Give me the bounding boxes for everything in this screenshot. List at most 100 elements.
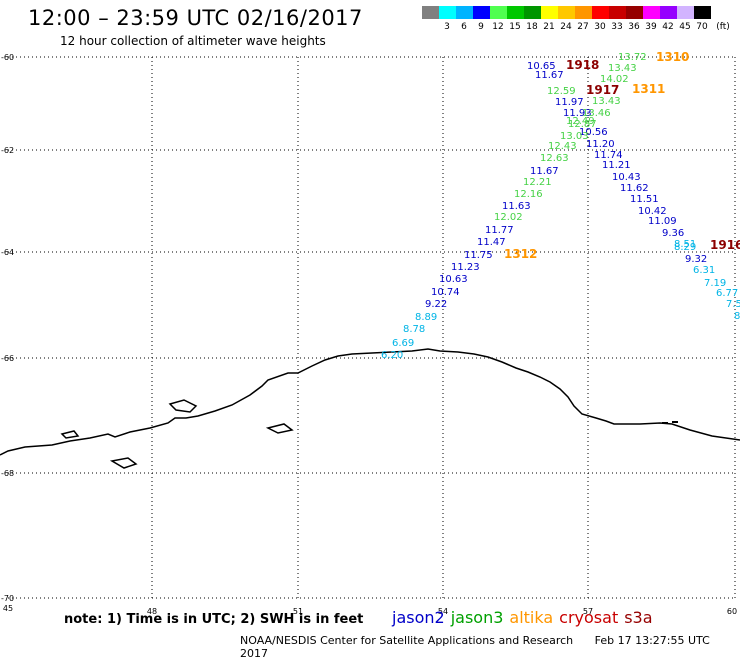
scale-label: 9 [478,22,484,32]
wave-height-label: 6.31 [693,265,715,276]
lat-label: -66 [1,354,14,363]
wave-height-label: 12.63 [540,153,569,164]
scale-swatch [677,6,694,19]
scale-label: (ft) [716,22,730,32]
coastline-island [168,399,198,413]
scale-label: 45 [679,22,691,32]
map-title: 12:00 – 23:59 UTC 02/16/2017 [28,6,363,30]
legend-jason3: jason3 [450,608,504,627]
scale-swatch [626,6,643,19]
scale-label: 36 [628,22,640,32]
coastline-island [109,457,138,469]
legend-cryosat: cryosat [559,608,619,627]
lat-label: -70 [1,594,14,603]
altimeter-tracks: 10.6511.6711.9711.9310.5611.2011.7411.21… [381,50,740,361]
scale-label: 42 [662,22,674,32]
scale-label: 21 [543,22,555,32]
scale-swatch [524,6,541,19]
lon-label: 51 [293,607,303,616]
wave-height-label: 11.67 [530,166,559,177]
wave-height-label: 13.46 [582,108,611,119]
scale-label: 39 [645,22,657,32]
scale-label: 70 [696,22,708,32]
wave-height-label: 11.23 [451,262,480,273]
scale-swatch [575,6,592,19]
wave-height-label: 11.97 [555,97,584,108]
coastline-island [60,430,80,439]
wave-height-label: 9.36 [662,228,684,239]
pass-id-label: 1310 [656,50,689,64]
scale-swatch [541,6,558,19]
wave-height-label: 11.51 [630,194,659,205]
wave-height-label: 11.20 [586,139,615,150]
wave-height-label: 12.02 [494,212,523,223]
wave-height-label: 8 [734,311,740,322]
lat-lon-grid [8,56,736,599]
wave-height-label: 13.72 [618,52,647,63]
wave-height-label: 14.02 [600,74,629,85]
pass-id-label: 1918 [566,58,599,72]
scale-label: 12 [492,22,504,32]
wave-height-label: 9.22 [425,299,447,310]
scale-swatch [558,6,575,19]
wave-height-label: 11.74 [594,150,623,161]
satellite-legend: jason2 jason3 altika cryosat s3a [392,608,659,627]
wave-height-label: 11.93 [563,108,592,119]
scale-label: 33 [611,22,623,32]
wave-height-label: 13.03 [560,131,589,142]
pass-id-label: 1917 [586,83,619,97]
legend-jason2: jason2 [392,608,445,627]
wave-height-label: 7.5 [726,299,740,310]
pass-id-label: 1916 [710,238,740,252]
lat-label: -68 [1,469,14,478]
wave-height-label: 9.32 [685,254,707,265]
wave-height-label: 12.43 [548,141,577,152]
pass-id-label: 1312 [504,247,537,261]
scale-label: 30 [594,22,606,32]
wave-height-label: 11.62 [620,183,649,194]
scale-swatch [507,6,524,19]
wave-height-label: 6.77 [716,288,738,299]
footer: NOAA/NESDIS Center for Satellite Applica… [240,634,740,660]
wave-height-label: 10.63 [439,274,468,285]
wave-height-label: 11.63 [502,201,531,212]
wave-height-label: 10.42 [638,206,667,217]
scale-swatch [456,6,473,19]
scale-swatch [592,6,609,19]
scale-swatch [643,6,660,19]
wave-height-label: 11.75 [464,250,493,261]
wave-height-label: 10.74 [431,287,460,298]
lon-label: 60 [727,607,737,616]
lon-label: 45 [3,604,13,613]
scale-label: 18 [526,22,538,32]
wave-height-label: 11.09 [648,216,677,227]
wave-height-label: 8.89 [415,312,437,323]
wave-height-label: 12.21 [523,177,552,188]
scale-swatch [609,6,626,19]
scale-swatch [422,6,439,19]
map-subtitle: 12 hour collection of altimeter wave hei… [60,34,326,48]
scale-label: 15 [509,22,521,32]
wave-height-label: 11.77 [485,225,514,236]
color-scale-labels: 3 6 9 12 15 18 21 24 27 30 33 36 39 42 45 70 (ft) [422,22,740,34]
lat-label: -60 [1,53,14,62]
scale-label: 24 [560,22,572,32]
coastline-island [265,423,294,434]
legend-altika: altika [509,608,554,627]
lon-label: 57 [583,607,593,616]
wave-height-label: 12.16 [514,189,543,200]
color-scale [422,6,711,19]
lat-label: -64 [1,248,14,257]
wave-height-label: 13.43 [592,96,621,107]
scale-label: 6 [461,22,467,32]
scale-swatch [694,6,711,19]
lon-label: 48 [147,607,157,616]
wave-height-label: 8.51 [674,239,696,250]
wave-height-label: 7.19 [704,278,726,289]
note-text: note: 1) Time is in UTC; 2) SWH is in fe… [64,612,364,627]
lon-label: 54 [438,607,448,616]
scale-label: 3 [444,22,450,32]
wave-height-label: 12.87 [568,119,597,130]
pass-id-label: 1311 [632,82,665,96]
